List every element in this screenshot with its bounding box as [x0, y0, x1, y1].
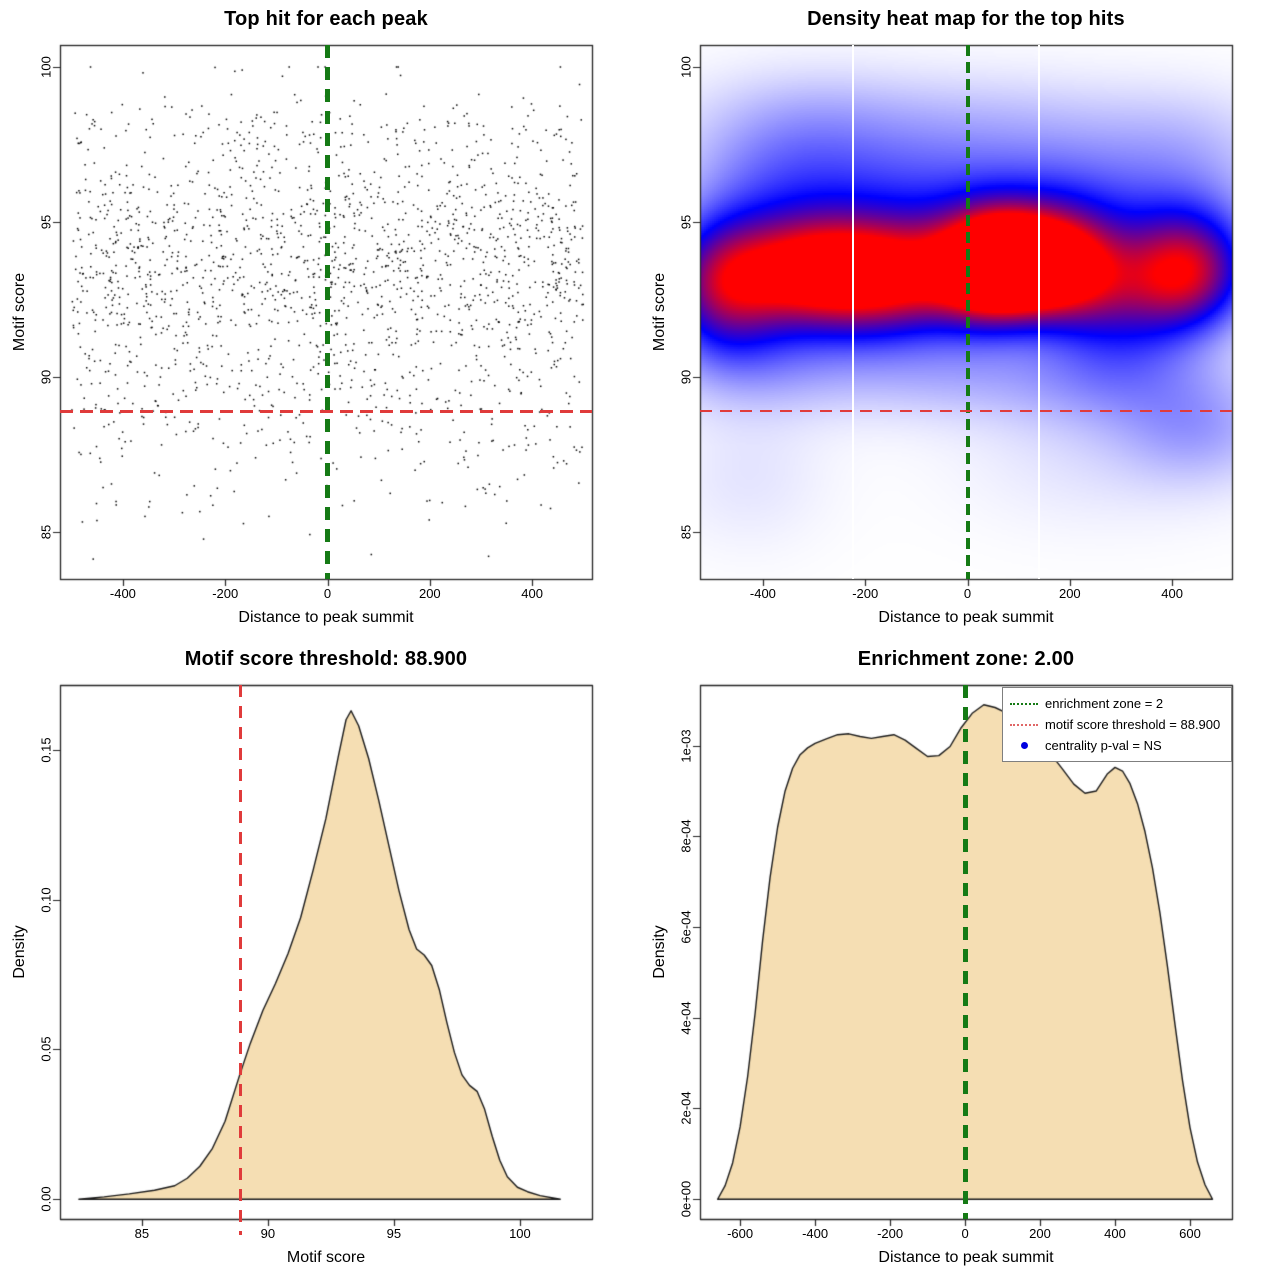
y-tick-label: 85: [38, 524, 54, 540]
heatmap-canvas: [640, 0, 1280, 640]
y-tick-label: 0.00: [38, 1186, 54, 1212]
blue-dot-swatch: [1009, 742, 1039, 749]
legend-item-centrality-pval: centrality p-val = NS: [1009, 735, 1225, 756]
legend-item-enrichment-zone: enrichment zone = 2: [1009, 693, 1225, 714]
scatter-plot-canvas: [0, 0, 640, 640]
panel-distance-density: Enrichment zone: 2.00 Distance to peak s…: [640, 640, 1280, 1280]
red-dotted-line-swatch: [1009, 723, 1039, 726]
x-tick-label: 200: [1058, 586, 1081, 601]
x-tick-label: -200: [877, 1226, 904, 1241]
x-tick-label: 0: [963, 586, 972, 601]
y-tick-label: 0.10: [38, 886, 54, 913]
x-tick-label: -400: [802, 1226, 829, 1241]
x-tick-label: 0: [961, 1226, 969, 1241]
panel-title: Density heat map for the top hits: [807, 8, 1125, 30]
y-tick-label: 6e-04: [678, 910, 694, 944]
y-tick-label: 100: [38, 56, 54, 78]
legend-label: enrichment zone = 2: [1045, 696, 1164, 711]
x-tick-label: 400: [521, 586, 543, 601]
y-tick-label: 0.05: [38, 1036, 54, 1063]
y-tick-label: 0e+00: [678, 1180, 694, 1218]
y-tick-label: 2e-04: [678, 1091, 694, 1126]
y-axis-label: Density: [11, 925, 28, 979]
x-tick-label: 100: [509, 1226, 531, 1241]
x-tick-label: 400: [1161, 586, 1183, 601]
y-axis-label: Motif score: [11, 272, 28, 352]
y-tick-label: 90: [678, 369, 694, 385]
y-tick-label: 95: [38, 214, 54, 230]
panel-motif-score-density: Motif score threshold: 88.900 Motif scor…: [0, 640, 640, 1280]
x-tick-label: -600: [727, 1226, 754, 1241]
legend-label: motif score threshold = 88.900: [1045, 717, 1221, 732]
panel-top-hits-scatter: Top hit for each peak Distance to peak s…: [0, 0, 640, 640]
panel-title: Enrichment zone: 2.00: [857, 648, 1075, 670]
legend-label: centrality p-val = NS: [1045, 738, 1162, 753]
y-tick-label: 90: [38, 369, 54, 385]
x-axis-label: Distance to peak summit: [878, 1249, 1054, 1266]
y-axis-label: Motif score: [651, 272, 668, 352]
x-tick-label: -200: [212, 586, 239, 601]
density-plot-canvas: [0, 640, 640, 1280]
x-tick-label: 200: [1029, 1226, 1051, 1241]
x-tick-label: 85: [134, 1226, 150, 1241]
legend: enrichment zone = 2 motif score threshol…: [1002, 687, 1232, 762]
x-axis-label: Distance to peak summit: [238, 609, 414, 626]
x-tick-label: 95: [386, 1226, 402, 1241]
x-axis-label: Distance to peak summit: [878, 609, 1054, 626]
x-tick-label: 600: [1179, 1226, 1201, 1241]
x-tick-label: 90: [260, 1226, 276, 1241]
y-axis-label: Density: [651, 925, 668, 979]
x-tick-label: 0: [323, 586, 332, 601]
green-dotted-line-swatch: [1009, 702, 1039, 705]
x-tick-label: 400: [1104, 1226, 1126, 1241]
y-tick-label: 95: [678, 214, 694, 230]
y-tick-label: 100: [678, 56, 694, 78]
y-tick-label: 85: [678, 524, 694, 540]
y-tick-label: 8e-04: [678, 819, 694, 853]
x-tick-label: -400: [109, 586, 136, 601]
x-tick-label: 200: [418, 586, 441, 601]
panel-title: Motif score threshold: 88.900: [184, 648, 468, 670]
y-tick-label: 4e-04: [678, 1001, 694, 1035]
y-tick-label: 0.15: [38, 737, 54, 763]
panel-title: Top hit for each peak: [224, 8, 428, 30]
x-tick-label: -400: [749, 586, 776, 601]
panel-density-heatmap: Density heat map for the top hits Distan…: [640, 0, 1280, 640]
y-tick-label: 1e-03: [678, 728, 694, 763]
x-tick-label: -200: [852, 586, 879, 601]
x-axis-label: Motif score: [286, 1249, 366, 1266]
legend-item-motif-threshold: motif score threshold = 88.900: [1009, 714, 1225, 735]
